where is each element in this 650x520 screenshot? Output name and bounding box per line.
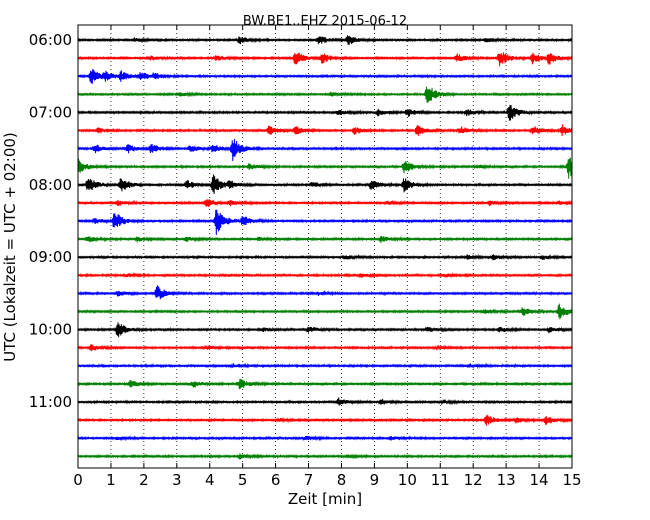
- y-tick-label: 09:00: [29, 248, 72, 266]
- trace-line-1045: [77, 378, 573, 390]
- axis-ticks: 0 1 2 3 4 5 6 7 8 9 10 11 12 13 14 1506:0007:0008:0009:…: [29, 25, 582, 489]
- trace-line-0600: [77, 35, 573, 45]
- x-tick-label: 12: [464, 471, 483, 489]
- trace-line-1000: [77, 322, 573, 338]
- trace-line-1100: [77, 397, 573, 406]
- trace-line-0715: [77, 124, 573, 137]
- x-tick-label: 8: [337, 471, 347, 489]
- trace-line-0815: [77, 199, 573, 207]
- trace-layer: [77, 35, 573, 460]
- y-tick-label: 08:00: [29, 176, 72, 194]
- x-tick-label: 2: [139, 471, 149, 489]
- plot-frame: [77, 24, 573, 469]
- x-tick-label: 6: [271, 471, 281, 489]
- trace-line-1115: [77, 414, 573, 426]
- x-tick-label: 1: [106, 471, 116, 489]
- x-tick-label: 7: [304, 471, 314, 489]
- trace-line-1030: [77, 362, 573, 369]
- trace-line-0930: [77, 285, 573, 300]
- trace-line-0800: [77, 174, 573, 195]
- trace-line-0745: [77, 157, 573, 179]
- chart-title: BW.BE1..EHZ 2015-06-12: [243, 14, 407, 29]
- trace-line-0900: [77, 253, 573, 261]
- x-tick-label: 5: [238, 471, 248, 489]
- trace-line-0915: [77, 272, 573, 279]
- x-tick-label: 11: [431, 471, 450, 489]
- trace-line-0830: [77, 209, 573, 236]
- x-tick-label: 3: [172, 471, 182, 489]
- x-axis-label: Zeit [min]: [288, 490, 362, 508]
- trace-line-0845: [77, 236, 573, 244]
- trace-line-0645: [77, 86, 573, 104]
- x-tick-label: 15: [562, 471, 581, 489]
- x-tick-label: 4: [205, 471, 215, 489]
- trace-line-1130: [77, 435, 573, 442]
- x-tick-label: 13: [497, 471, 516, 489]
- trace-line-0630: [77, 68, 573, 84]
- trace-line-0945: [77, 303, 573, 320]
- y-tick-label: 07:00: [29, 103, 72, 121]
- trace-line-0700: [77, 105, 573, 121]
- x-tick-label: 14: [530, 471, 549, 489]
- y-axis-label: UTC (Lokalzeit = UTC + 02:00): [1, 132, 19, 362]
- y-tick-label: 11:00: [29, 393, 72, 411]
- y-tick-label: 06:00: [29, 31, 72, 49]
- x-tick-label: 0: [73, 471, 83, 489]
- trace-line-1015: [77, 344, 573, 352]
- x-tick-label: 10: [398, 471, 417, 489]
- trace-line-1145: [77, 453, 573, 460]
- trace-line-0615: [77, 52, 573, 67]
- x-tick-label: 9: [370, 471, 380, 489]
- trace-line-0730: [77, 138, 573, 161]
- y-tick-label: 10:00: [29, 321, 72, 339]
